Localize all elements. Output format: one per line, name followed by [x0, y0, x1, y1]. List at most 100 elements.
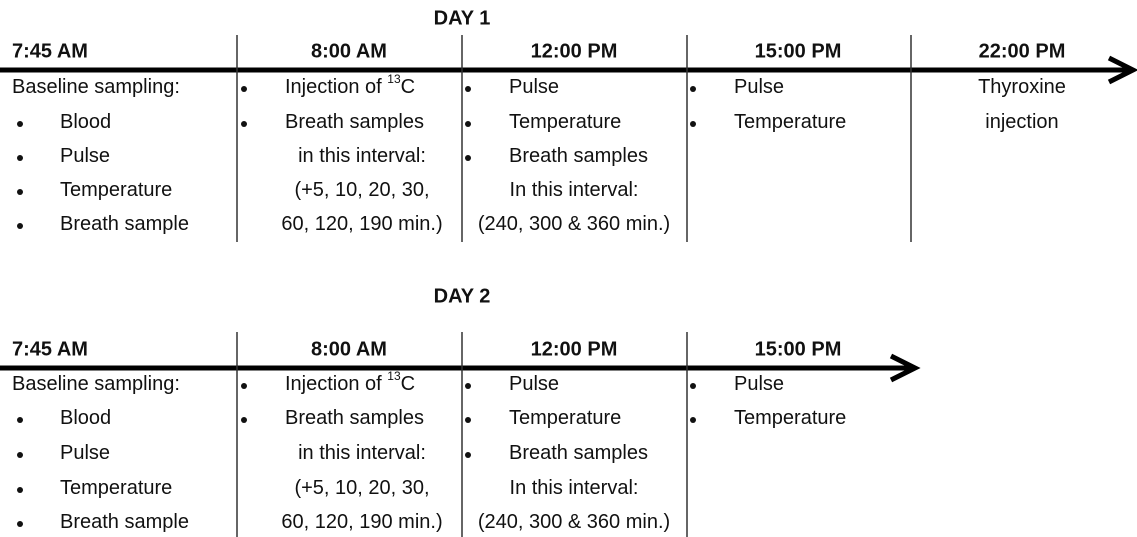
bullet — [690, 86, 696, 92]
bullet — [465, 121, 471, 127]
list-item: Pulse — [60, 145, 110, 167]
text-part: In this interval: — [510, 477, 639, 499]
line-text: (240, 300 & 360 min.) — [478, 511, 670, 533]
list-item: Pulse — [734, 373, 784, 395]
text-part: (240, 300 & 360 min.) — [478, 511, 670, 533]
bullet — [17, 417, 23, 423]
time-header: 15:00 PM — [755, 338, 842, 360]
text-part: Pulse — [734, 373, 784, 395]
text-part: Pulse — [60, 442, 110, 464]
bullet — [690, 417, 696, 423]
list-item: Breath samples — [285, 111, 424, 133]
list-item: Injection of 13C — [285, 369, 415, 395]
line-text: 60, 120, 190 min.) — [281, 511, 442, 533]
text-part: in this interval: — [298, 145, 426, 167]
bullet — [17, 189, 23, 195]
bullet — [17, 121, 23, 127]
line-text: injection — [985, 111, 1058, 133]
list-item: Breath samples — [509, 442, 648, 464]
bullet — [17, 452, 23, 458]
list-item: Pulse — [509, 373, 559, 395]
text-part: Temperature — [509, 111, 621, 133]
arrow-head — [1107, 55, 1137, 85]
time-header: 7:45 AM — [12, 338, 88, 360]
bullet — [690, 121, 696, 127]
bullet — [465, 452, 471, 458]
list-item: Breath samples — [285, 407, 424, 429]
time-header: 8:00 AM — [311, 40, 387, 62]
text-part: Blood — [60, 407, 111, 429]
time-header: 7:45 AM — [12, 40, 88, 62]
line-text: Baseline sampling: — [12, 76, 180, 98]
list-item: Breath sample — [60, 213, 189, 235]
text-part: Pulse — [509, 373, 559, 395]
text-part: Pulse — [509, 76, 559, 98]
superscript: 13 — [387, 369, 401, 383]
text-part: injection — [985, 111, 1058, 133]
text-part: Thyroxine — [978, 76, 1066, 98]
text-part: Baseline sampling: — [12, 76, 180, 98]
text-part: Injection of — [285, 373, 387, 395]
list-item: Pulse — [60, 442, 110, 464]
text-part: In this interval: — [510, 179, 639, 201]
list-item: Pulse — [509, 76, 559, 98]
list-item: Temperature — [734, 407, 846, 429]
text-part: Breath sample — [60, 511, 189, 533]
list-item: Temperature — [509, 407, 621, 429]
list-item: Temperature — [734, 111, 846, 133]
line-text: (240, 300 & 360 min.) — [478, 213, 670, 235]
text-part: Breath samples — [285, 111, 424, 133]
list-item: Breath sample — [60, 511, 189, 533]
text-part: Breath samples — [509, 442, 648, 464]
text-part: (240, 300 & 360 min.) — [478, 213, 670, 235]
text-part: Temperature — [734, 111, 846, 133]
line-text: 60, 120, 190 min.) — [281, 213, 442, 235]
text-part: Temperature — [60, 179, 172, 201]
bullet — [17, 155, 23, 161]
bullet — [241, 417, 247, 423]
line-text: in this interval: — [298, 145, 426, 167]
arrow-head — [889, 353, 921, 383]
time-header: 8:00 AM — [311, 338, 387, 360]
line-text: In this interval: — [510, 179, 639, 201]
bullet — [465, 417, 471, 423]
text-part: Temperature — [509, 407, 621, 429]
time-header: 12:00 PM — [531, 40, 618, 62]
bullet — [17, 487, 23, 493]
line-text: Thyroxine — [978, 76, 1066, 98]
line-text: in this interval: — [298, 442, 426, 464]
list-item: Blood — [60, 111, 111, 133]
line-text: In this interval: — [510, 477, 639, 499]
text-part: C — [401, 373, 415, 395]
text-part: in this interval: — [298, 442, 426, 464]
bullet — [241, 383, 247, 389]
text-part: Temperature — [734, 407, 846, 429]
list-item: Pulse — [734, 76, 784, 98]
text-part: Breath samples — [509, 145, 648, 167]
bullet — [17, 521, 23, 527]
text-part: (+5, 10, 20, 30, — [294, 179, 429, 201]
time-header: 15:00 PM — [755, 40, 842, 62]
line-text: (+5, 10, 20, 30, — [294, 477, 429, 499]
bullet — [17, 223, 23, 229]
text-part: 60, 120, 190 min.) — [281, 511, 442, 533]
list-item: Blood — [60, 407, 111, 429]
bullet — [690, 383, 696, 389]
superscript: 13 — [387, 72, 401, 86]
text-part: Baseline sampling: — [12, 373, 180, 395]
list-item: Temperature — [509, 111, 621, 133]
bullet — [241, 121, 247, 127]
list-item: Injection of 13C — [285, 72, 415, 98]
list-item: Temperature — [60, 179, 172, 201]
bullet — [465, 383, 471, 389]
line-text: (+5, 10, 20, 30, — [294, 179, 429, 201]
bullet — [465, 86, 471, 92]
list-item: Breath samples — [509, 145, 648, 167]
text-part: Breath samples — [285, 407, 424, 429]
list-item: Temperature — [60, 477, 172, 499]
text-part: Temperature — [60, 477, 172, 499]
text-part: Pulse — [734, 76, 784, 98]
text-part: 60, 120, 190 min.) — [281, 213, 442, 235]
day-title: DAY 2 — [434, 285, 491, 307]
